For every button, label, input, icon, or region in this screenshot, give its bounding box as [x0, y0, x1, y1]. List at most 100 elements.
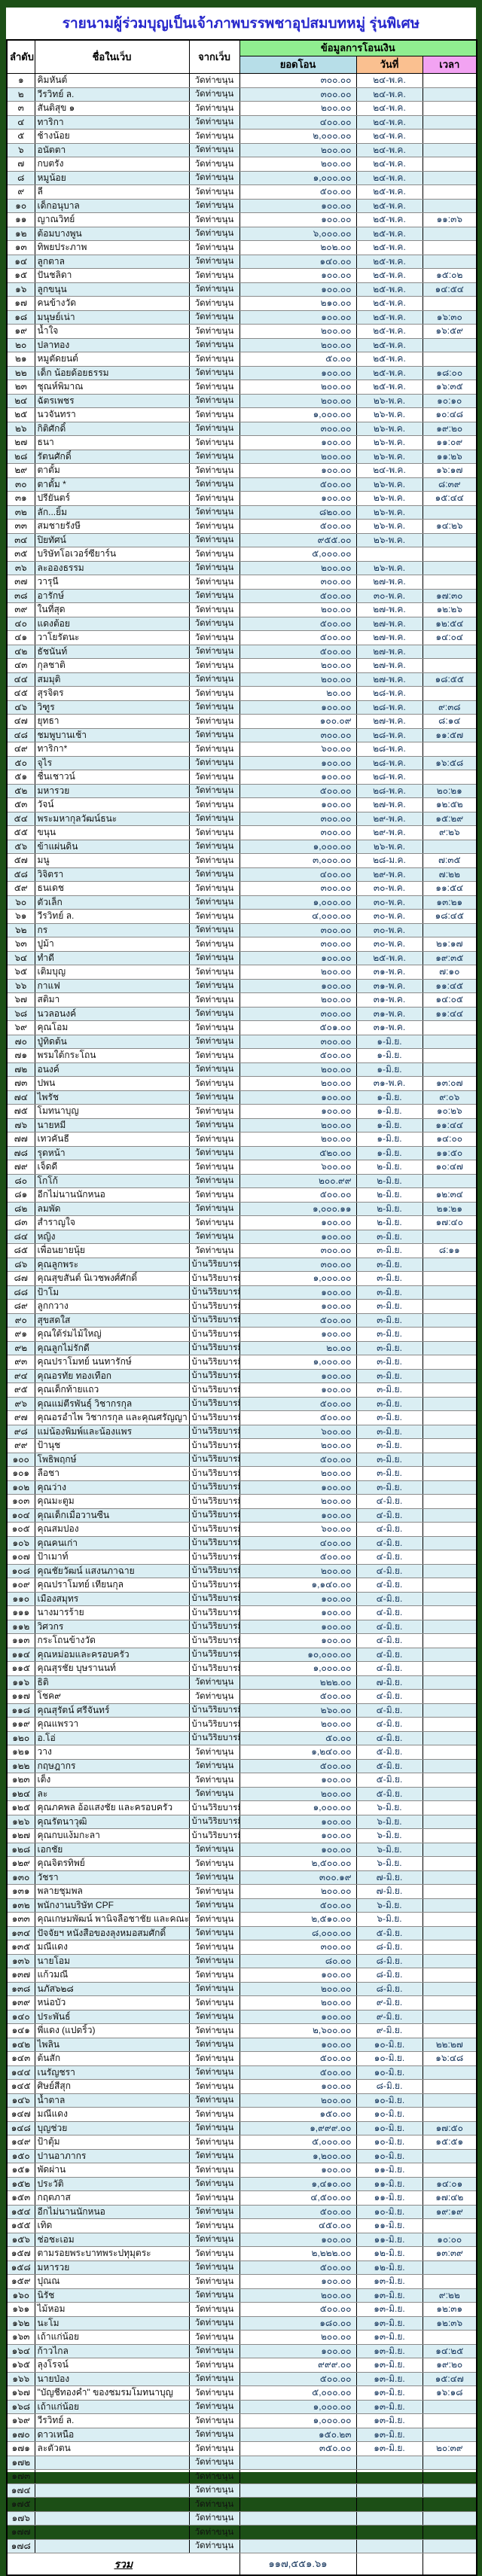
cell-time: ๘:๓๙	[422, 477, 477, 492]
cell-name: ละตัวตน	[34, 2441, 190, 2456]
cell-from: บ้านวิริยบารมี	[188, 1591, 240, 1606]
cell-time	[422, 575, 477, 590]
table-row: ๕๒ มหารวย วัดท่าขนุน ๕๐๐.๐๐ ๒๘-พ.ค. ๒๐:๒…	[6, 783, 477, 798]
cell-amount: ๕๐๐.๐๐	[239, 477, 357, 492]
cell-from: วัดท่าขนุน	[188, 1187, 240, 1203]
cell-time	[422, 1048, 477, 1063]
cell-date: ๓-มิ.ย.	[355, 1285, 423, 1300]
cell-amount: ๒,๖๐๐.๐๐	[239, 2023, 357, 2038]
cell-amount: ๑,๒๔๐.๐๐	[239, 1745, 357, 1760]
cell-time	[422, 157, 477, 172]
cell-amount: ๒๐๐.๐๐	[239, 992, 357, 1008]
cell-time	[422, 1856, 477, 1871]
cell-date: ๒๕-พ.ค.	[355, 282, 423, 297]
cell-time	[422, 1689, 477, 1704]
cell-time	[422, 142, 477, 157]
cell-index: ๑๐๙	[6, 1578, 35, 1593]
table-row: ๒๖ กิติศักดิ์ วัดท่าขนุน ๓๐๐.๐๐ ๒๖-พ.ค. …	[6, 421, 477, 436]
table-row: ๘๐ โกโก้ วัดท่าขนุน ๒๐๐.๙๙ ๒-มิ.ย.	[6, 1173, 477, 1188]
cell-date: ๑๓-มิ.ย.	[355, 2315, 423, 2331]
cell-time	[422, 1563, 477, 1578]
cell-index: ๑๙	[6, 324, 35, 339]
table-row: ๖๔ ทำดี วัดท่าขนุน ๑๐๐.๐๐ ๒๕-พ.ค. ๑๙:๓๕	[6, 950, 477, 965]
cell-name: คุณสุขสันต์ นิเวชพงศ์ศักดิ์	[34, 1271, 190, 1286]
cell-time: ๑๖:๕๘	[422, 755, 477, 770]
cell-from: บ้านวิริยบารมี	[188, 1368, 240, 1383]
cell-index: ๖๔	[6, 950, 35, 965]
table-row: ๑๖๔ ก้าวไกล วัดท่าขนุน ๑๐๐.๐๐ ๑๓-มิ.ย. ๑…	[6, 2343, 477, 2358]
table-row: ๑๖๒ นะโม วัดท่าขนุน ๑๘๐.๐๐ ๑๓-มิ.ย. ๑๒:๓…	[6, 2315, 477, 2331]
cell-amount: ๕๐๐.๐๐	[239, 644, 357, 659]
cell-amount: ๑๕๐.๐๐	[239, 2107, 357, 2122]
table-row: ๑๐๒ คุณว่าง บ้านวิริยบารมี ๑๐๐.๐๐ ๓-มิ.ย…	[6, 1480, 477, 1495]
cell-amount: ๖๐๐.๐๐	[239, 742, 357, 757]
cell-amount: ๓๐๐.๑๙	[239, 1870, 357, 1885]
cell-name: ปัจจัยฯ หนังสือของลุงหมอสมศักดิ์	[34, 1925, 190, 1940]
cell-name: พนักงานบริษัท CPF	[34, 1898, 190, 1913]
cell-name: คุณแม่ตีรพันธุ์ วิชากรกุล	[34, 1396, 190, 1411]
cell-time: ๑๙:๑๙	[422, 2204, 477, 2219]
cell-index: ๒๕	[6, 407, 35, 422]
cell-time	[422, 1173, 477, 1188]
cell-date: ๑๐-มิ.ย.	[355, 2107, 423, 2122]
cell-name: ตามรอยพระบาทพระปทุมุตระ	[34, 2246, 190, 2261]
cell-time: ๙:๒๒	[422, 2288, 477, 2303]
cell-amount: ๘,๐๐๐.๐๐	[239, 1925, 357, 1940]
cell-amount: ๔,๐๐๐.๐๐	[239, 909, 357, 924]
cell-amount: ๕๐๐.๐๐	[239, 1312, 357, 1328]
cell-date: ๖-มิ.ย.	[355, 1800, 423, 1815]
cell-name: กุลชาติ	[34, 658, 190, 673]
cell-time	[422, 337, 477, 352]
cell-amount: ๒๐๐.๐๐	[239, 449, 357, 464]
cell-from: วัดท่าขนุน	[188, 1940, 240, 1955]
table-row: ๗๘ รุดหน้า วัดท่าขนุน ๕๒๐.๐๐ ๑-มิ.ย. ๑๑:…	[6, 1145, 477, 1160]
cell-amount: ๕๐๐.๐๐	[239, 783, 357, 798]
cell-time	[422, 1522, 477, 1537]
cell-index: ๑๐๕	[6, 1522, 35, 1537]
cell-time	[422, 547, 477, 562]
cell-time: ๑๒:๓๑	[422, 2302, 477, 2317]
cell-date: ๔-มิ.ย.	[355, 1703, 423, 1718]
cell-amount: ๑๐๐.๐๐	[239, 1480, 357, 1495]
cell-from: วัดท่าขนุน	[188, 198, 240, 213]
cell-from: วัดท่าขนุน	[188, 2037, 240, 2052]
cell-date: ๓๐-พ.ค.	[355, 909, 423, 924]
cell-from: วัดท่าขนุน	[188, 770, 240, 785]
cell-name: โพธิพฤกษ์	[34, 1452, 190, 1467]
cell-date: ๔-มิ.ย.	[355, 1535, 423, 1550]
cell-index: ๑๗๕	[6, 2497, 35, 2512]
cell-from: วัดท่าขนุน	[188, 435, 240, 450]
cell-amount: ๓๐๐.๐๐	[239, 881, 357, 896]
total-time-empty	[422, 2553, 477, 2576]
cell-amount: ๒๐๐.๐๐	[239, 1076, 357, 1091]
cell-name: ทำดี	[34, 950, 190, 965]
cell-time: ๑๖:๑๗	[422, 463, 477, 478]
cell-from: วัดท่าขนุน	[188, 1968, 240, 1983]
cell-name: ชื่นเชาวน์	[34, 770, 190, 785]
cell-index: ๑๗๒	[6, 2455, 35, 2470]
table-row: ๑๗ คนข้างวัด วัดท่าขนุน ๒๑๐.๐๐ ๒๕-พ.ค.	[6, 296, 477, 311]
table-row: ๑๖ ลูกขนุน วัดท่าขนุน ๑๐๐.๐๐ ๒๕-พ.ค. ๑๔:…	[6, 282, 477, 297]
cell-name: ญาณวิทย์	[34, 212, 190, 227]
cell-from: วัดท่าขนุน	[188, 226, 240, 241]
cell-time	[422, 2510, 477, 2526]
table-row: ๑๐๐ โพธิพฤกษ์ บ้านวิริยบารมี ๕๐๐.๐๐ ๓-มิ…	[6, 1452, 477, 1467]
table-row: ๑๕๓ กฤตภาส วัดท่าขนุน ๔,๕๐๐.๐๐ ๑๑-มิ.ย. …	[6, 2190, 477, 2206]
cell-amount: ๒๐๐.๐๐	[239, 142, 357, 157]
cell-time	[422, 1020, 477, 1035]
cell-from: วัดท่าขนุน	[188, 978, 240, 993]
cell-amount	[239, 2469, 357, 2484]
cell-name: เติมบุญ	[34, 965, 190, 980]
cell-index: ๗๘	[6, 1145, 35, 1160]
cell-amount: ๒๐๐.๐๐	[239, 1717, 357, 1732]
table-row: ๑๓ ทิพยประภาพ วัดท่าขนุน ๒๐๒.๐๐ ๒๕-พ.ค.	[6, 240, 477, 255]
page-background: { "title": "รายนามผู้ร่วมบุญเป็นเจ้าภาพบ…	[6, 8, 478, 2576]
table-row: ๑๗๓ วัดท่าขนุน	[6, 2469, 477, 2484]
table-row: ๕๑ ชื่นเชาวน์ วัดท่าขนุน ๑๐๐.๐๐ ๒๘-พ.ค.	[6, 770, 477, 785]
table-row: ๑๙ น้ำใจ วัดท่าขนุน ๒๐๐.๐๐ ๒๕-พ.ค. ๑๖:๕๙	[6, 324, 477, 339]
cell-amount: ๑,๔๑๐.๐๐	[239, 2176, 357, 2191]
cell-date: ๒๗-พ.ค.	[355, 616, 423, 631]
cell-from: วัดท่าขนุน	[188, 2510, 240, 2526]
table-row: ๘๔ หญิง วัดท่าขนุน ๑๐๐.๐๐ ๓-มิ.ย.	[6, 1229, 477, 1244]
cell-from: วัดท่าขนุน	[188, 240, 240, 255]
